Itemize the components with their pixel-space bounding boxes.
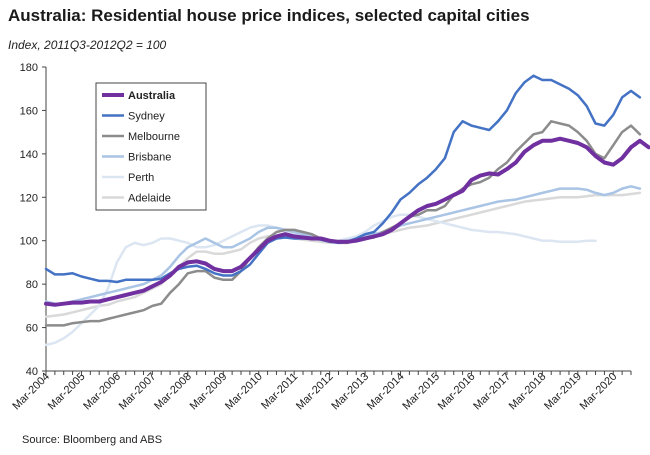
y-tick-label: 80 bbox=[26, 279, 38, 291]
x-tick-label: Mar-2010 bbox=[223, 371, 265, 413]
x-tick-label: Mar-2006 bbox=[81, 371, 123, 413]
y-tick-label: 60 bbox=[26, 323, 38, 335]
chart-subtitle: Index, 2011Q3-2012Q2 = 100 bbox=[8, 38, 167, 52]
x-tick-label: Mar-2011 bbox=[259, 371, 300, 412]
y-tick-label: 140 bbox=[20, 149, 38, 161]
x-tick-label: Mar-2016 bbox=[436, 371, 478, 413]
x-tick-label: Mar-2008 bbox=[152, 371, 194, 413]
chart-title: Australia: Residential house price indic… bbox=[8, 6, 530, 25]
legend-label-sydney: Sydney bbox=[128, 111, 165, 123]
x-tick-label: Mar-2018 bbox=[507, 371, 549, 413]
x-tick-label: Mar-2020 bbox=[578, 371, 620, 413]
y-tick-label: 40 bbox=[26, 366, 38, 378]
x-tick-label: Mar-2012 bbox=[294, 371, 336, 413]
x-tick-label: Mar-2019 bbox=[542, 371, 584, 413]
chart-source: Source: Bloomberg and ABS bbox=[22, 434, 163, 446]
legend-label-brisbane: Brisbane bbox=[128, 152, 171, 164]
line-chart: 406080100120140160180Mar-2004Mar-2005Mar… bbox=[10, 62, 650, 413]
x-tick-label: Mar-2015 bbox=[400, 371, 442, 413]
x-tick-label: Mar-2009 bbox=[188, 371, 230, 413]
y-tick-label: 120 bbox=[20, 192, 38, 204]
series-line-australia bbox=[44, 136, 650, 307]
legend-label-adelaide: Adelaide bbox=[128, 193, 171, 205]
x-tick-label: Mar-2005 bbox=[46, 371, 88, 413]
legend-label-melbourne: Melbourne bbox=[128, 131, 180, 143]
y-tick-label: 100 bbox=[20, 236, 38, 248]
y-tick-label: 160 bbox=[20, 105, 38, 117]
y-tick-label: 180 bbox=[20, 62, 38, 74]
series-line-adelaide bbox=[44, 191, 642, 318]
x-tick-label: Mar-2014 bbox=[365, 371, 407, 413]
x-tick-label: Mar-2007 bbox=[117, 371, 159, 413]
x-tick-label: Mar-2013 bbox=[329, 371, 371, 413]
x-tick-label: Mar-2017 bbox=[471, 371, 513, 413]
legend-label-perth: Perth bbox=[128, 172, 154, 184]
legend-label-australia: Australia bbox=[128, 90, 176, 102]
legend-box bbox=[95, 82, 207, 211]
